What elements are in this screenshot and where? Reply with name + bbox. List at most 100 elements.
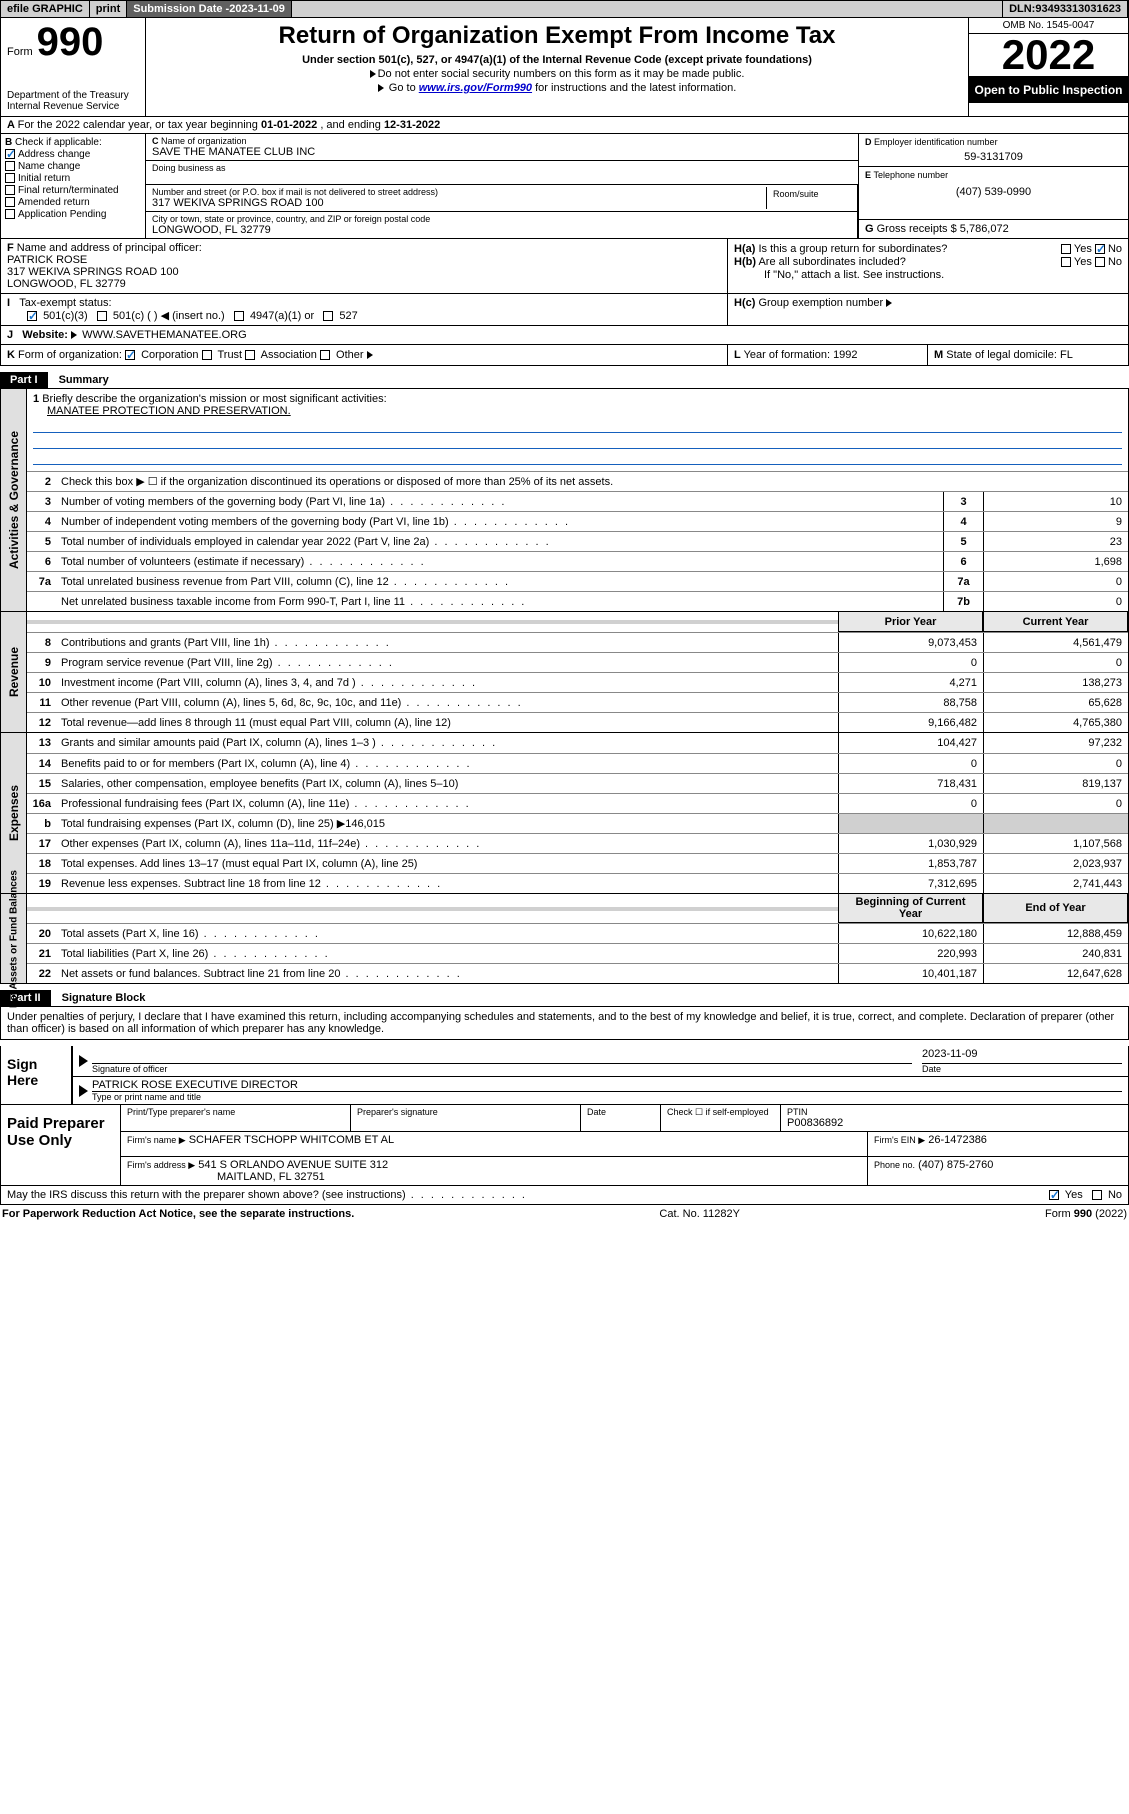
chk-may-yes[interactable] bbox=[1049, 1190, 1059, 1200]
triangle-icon bbox=[367, 351, 373, 359]
irs-label: Internal Revenue Service bbox=[7, 101, 139, 112]
curr-12: 4,765,380 bbox=[983, 713, 1128, 732]
curr-15: 819,137 bbox=[983, 774, 1128, 793]
prior-17: 1,030,929 bbox=[838, 834, 983, 853]
prior-13: 104,427 bbox=[838, 733, 983, 753]
section-expenses: Expenses 13Grants and similar amounts pa… bbox=[0, 733, 1129, 894]
curr-14: 0 bbox=[983, 754, 1128, 773]
org-street: 317 WEKIVA SPRINGS ROAD 100 bbox=[152, 197, 766, 209]
val-6: 1,698 bbox=[983, 552, 1128, 571]
footer-right: Form 990 (2022) bbox=[1045, 1208, 1127, 1220]
arrow-icon bbox=[79, 1085, 88, 1097]
col-c: C Name of organization SAVE THE MANATEE … bbox=[146, 134, 858, 238]
chk-may-no[interactable] bbox=[1092, 1190, 1102, 1200]
gross-receipts: 5,786,072 bbox=[960, 223, 1009, 235]
chk-ha-no[interactable] bbox=[1095, 244, 1105, 254]
dept-treasury: Department of the Treasury bbox=[7, 90, 139, 101]
room-suite-label: Room/suite bbox=[766, 187, 851, 209]
val-7a: 0 bbox=[983, 572, 1128, 591]
print-button[interactable]: print bbox=[90, 1, 127, 17]
chk-hb-no[interactable] bbox=[1095, 257, 1105, 267]
ein: 59-3131709 bbox=[865, 151, 1122, 163]
instructions-link[interactable]: www.irs.gov/Form990 bbox=[419, 82, 532, 94]
submission-date: Submission Date - 2023-11-09 bbox=[127, 1, 292, 17]
vlabel-revenue: Revenue bbox=[7, 647, 21, 697]
prior-18: 1,853,787 bbox=[838, 854, 983, 873]
prior-8: 9,073,453 bbox=[838, 633, 983, 652]
eoy-20: 12,888,459 bbox=[983, 924, 1128, 943]
org-city: LONGWOOD, FL 32779 bbox=[152, 224, 851, 236]
note-ssn: Do not enter social security numbers on … bbox=[378, 68, 745, 80]
chk-527[interactable] bbox=[323, 311, 333, 321]
prior-14: 0 bbox=[838, 754, 983, 773]
part-ii-title: Signature Block bbox=[54, 990, 154, 1006]
paid-preparer-label: Paid Preparer Use Only bbox=[1, 1105, 121, 1185]
row-i: I Tax-exempt status: 501(c)(3) 501(c) ( … bbox=[0, 294, 1129, 326]
chk-501c3[interactable] bbox=[27, 311, 37, 321]
paid-preparer-block: Paid Preparer Use Only Print/Type prepar… bbox=[0, 1105, 1129, 1186]
header-mid: Return of Organization Exempt From Incom… bbox=[146, 18, 968, 116]
curr-18: 2,023,937 bbox=[983, 854, 1128, 873]
chk-hb-yes[interactable] bbox=[1061, 257, 1071, 267]
dln: DLN: 93493313031623 bbox=[1003, 1, 1128, 17]
prior-12: 9,166,482 bbox=[838, 713, 983, 732]
tax-year: 2022 bbox=[969, 34, 1128, 77]
curr-8: 4,561,479 bbox=[983, 633, 1128, 652]
chk-other[interactable] bbox=[320, 350, 330, 360]
sign-here-label: Sign Here bbox=[1, 1046, 71, 1104]
form-title: Return of Organization Exempt From Incom… bbox=[154, 22, 960, 50]
efile-label: efile GRAPHIC bbox=[1, 1, 90, 17]
prior-11: 88,758 bbox=[838, 693, 983, 712]
phone: (407) 539-0990 bbox=[865, 186, 1122, 198]
curr-13: 97,232 bbox=[983, 733, 1128, 753]
footer-left: For Paperwork Reduction Act Notice, see … bbox=[2, 1208, 354, 1220]
curr-11: 65,628 bbox=[983, 693, 1128, 712]
vlabel-activities: Activities & Governance bbox=[7, 431, 21, 569]
prior-16a: 0 bbox=[838, 794, 983, 813]
boy-21: 220,993 bbox=[838, 944, 983, 963]
firm-name: SCHAFER TSCHOPP WHITCOMB ET AL bbox=[189, 1134, 394, 1146]
col-f: F Name and address of principal officer:… bbox=[1, 239, 728, 293]
prior-15: 718,431 bbox=[838, 774, 983, 793]
form-subtitle: Under section 501(c), 527, or 4947(a)(1)… bbox=[154, 54, 960, 66]
part-i-header: Part I bbox=[0, 372, 48, 388]
chk-association[interactable] bbox=[245, 350, 255, 360]
chk-corporation[interactable] bbox=[125, 350, 135, 360]
triangle-icon bbox=[370, 70, 376, 78]
val-5: 23 bbox=[983, 532, 1128, 551]
row-j: J Website: WWW.SAVETHEMANATEE.ORG bbox=[0, 326, 1129, 345]
section-net-assets: Net Assets or Fund Balances Beginning of… bbox=[0, 894, 1129, 984]
row-klm: K Form of organization: Corporation Trus… bbox=[0, 345, 1129, 366]
ptin: P00836892 bbox=[787, 1117, 1122, 1129]
website: WWW.SAVETHEMANATEE.ORG bbox=[82, 329, 247, 341]
chk-address-change[interactable]: Address change bbox=[5, 149, 141, 160]
chk-application-pending[interactable]: Application Pending bbox=[5, 209, 141, 220]
section-activities-governance: Activities & Governance 1 Briefly descri… bbox=[0, 389, 1129, 612]
triangle-icon bbox=[71, 331, 77, 339]
chk-4947a1[interactable] bbox=[234, 311, 244, 321]
chk-501c[interactable] bbox=[97, 311, 107, 321]
chk-final-return[interactable]: Final return/terminated bbox=[5, 185, 141, 196]
curr-10: 138,273 bbox=[983, 673, 1128, 692]
page-footer: For Paperwork Reduction Act Notice, see … bbox=[0, 1205, 1129, 1223]
chk-amended-return[interactable]: Amended return bbox=[5, 197, 141, 208]
chk-initial-return[interactable]: Initial return bbox=[5, 173, 141, 184]
part-i-title: Summary bbox=[51, 372, 117, 388]
state-domicile: FL bbox=[1060, 349, 1073, 361]
line-a: A For the 2022 calendar year, or tax yea… bbox=[0, 117, 1129, 134]
chk-name-change[interactable]: Name change bbox=[5, 161, 141, 172]
may-discuss-row: May the IRS discuss this return with the… bbox=[0, 1186, 1129, 1205]
form-number: 990 bbox=[37, 22, 104, 62]
org-name: SAVE THE MANATEE CLUB INC bbox=[152, 146, 852, 158]
footer-mid: Cat. No. 11282Y bbox=[659, 1208, 740, 1220]
chk-ha-yes[interactable] bbox=[1061, 244, 1071, 254]
header-right: OMB No. 1545-0047 2022 Open to Public In… bbox=[968, 18, 1128, 116]
val-7b: 0 bbox=[983, 592, 1128, 611]
col-h: H(a) Is this a group return for subordin… bbox=[728, 239, 1128, 293]
vlabel-net-assets: Net Assets or Fund Balances bbox=[8, 869, 19, 1007]
officer-addr2: LONGWOOD, FL 32779 bbox=[7, 278, 126, 290]
boy-22: 10,401,187 bbox=[838, 964, 983, 983]
chk-trust[interactable] bbox=[202, 350, 212, 360]
firm-addr1: 541 S ORLANDO AVENUE SUITE 312 bbox=[198, 1159, 388, 1171]
curr-19: 2,741,443 bbox=[983, 874, 1128, 893]
